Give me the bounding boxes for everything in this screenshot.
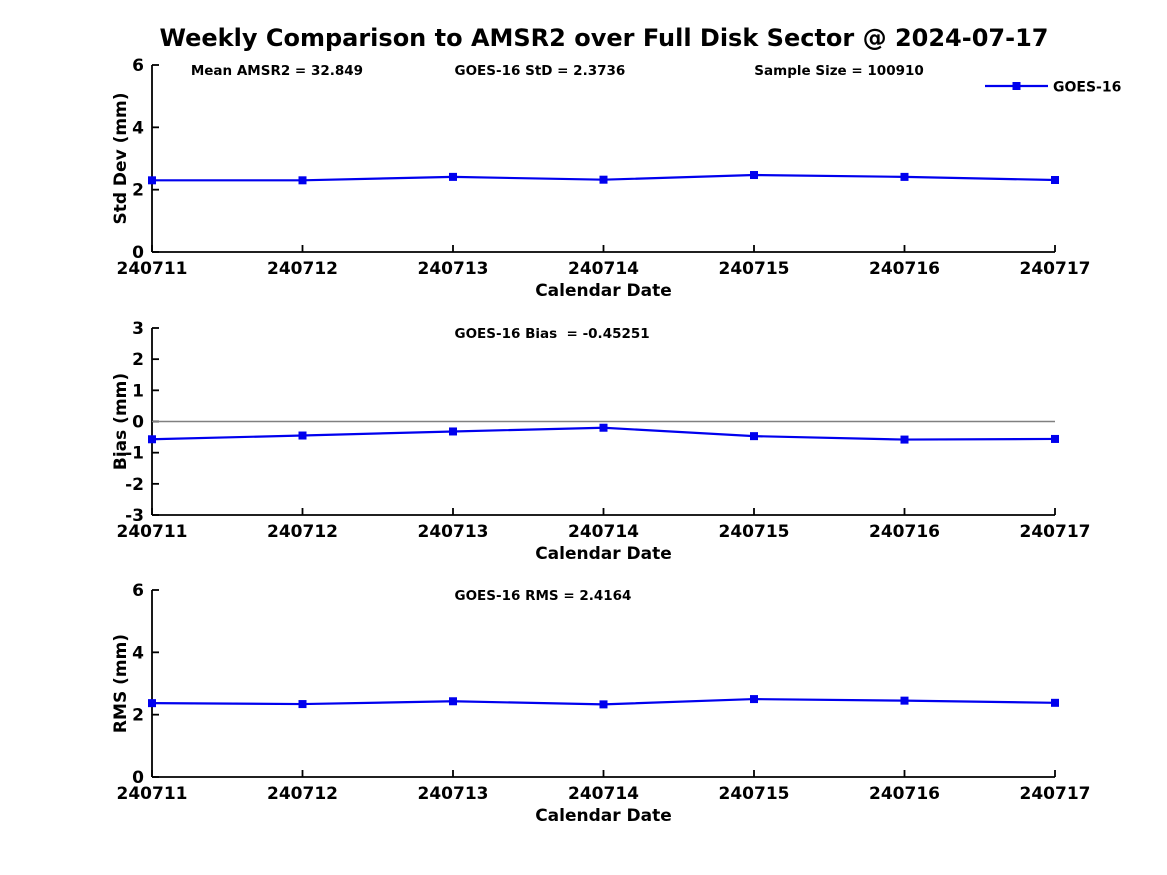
data-point-marker xyxy=(900,435,909,444)
data-point-marker xyxy=(148,435,156,444)
data-point-marker xyxy=(1051,176,1059,185)
subplot-std-dev: 0 2 4 6 240711 240712 240713 240714 240715 240716… xyxy=(111,56,1121,301)
subplot-bias: -3 -2 -1 0 1 2 3 240711 240712 240713 240714 240715… xyxy=(111,319,1090,564)
y-tick-label: 0 xyxy=(132,768,144,788)
x-tick-label: 240715 xyxy=(719,522,790,542)
legend-label: GOES-16 xyxy=(1053,80,1121,96)
axis-xlabel: Calendar Date xyxy=(535,544,672,564)
annotation: GOES-16 Bias = -0.45251 xyxy=(455,326,650,342)
annotation: Mean AMSR2 = 32.849 xyxy=(191,63,363,79)
y-tick-label: -3 xyxy=(125,506,144,526)
legend: GOES-16 xyxy=(985,80,1121,96)
data-point-marker xyxy=(750,171,758,180)
y-tick-label: -2 xyxy=(125,475,144,495)
data-point-marker xyxy=(599,700,608,709)
axis-xlabel: Calendar Date xyxy=(535,806,672,826)
legend-marker xyxy=(1012,82,1021,90)
chart-title: Weekly Comparison to AMSR2 over Full Dis… xyxy=(160,24,1049,52)
data-point-marker xyxy=(148,699,156,708)
x-tick-label: 240716 xyxy=(869,784,940,804)
y-tick-label: 0 xyxy=(132,243,144,263)
data-point-marker xyxy=(750,695,758,704)
x-tick-label: 240714 xyxy=(568,522,639,542)
axis-ylabel: Bias (mm) xyxy=(111,373,131,470)
y-tick-label: 2 xyxy=(132,181,144,201)
x-tick-label: 240715 xyxy=(719,784,790,804)
x-tick-label: 240717 xyxy=(1020,784,1091,804)
x-tick-label: 240711 xyxy=(117,522,188,542)
data-point-marker xyxy=(298,431,307,440)
data-point-marker xyxy=(449,697,457,706)
x-tick-label: 240717 xyxy=(1020,259,1091,279)
data-point-marker xyxy=(449,427,457,436)
annotation: GOES-16 StD = 2.3736 xyxy=(455,63,626,79)
x-tick-label: 240717 xyxy=(1020,522,1091,542)
x-tick-label: 240711 xyxy=(117,784,188,804)
subplot-rms: 0 2 4 6 240711 240712 240713 240714 240715 240716… xyxy=(111,581,1090,826)
data-point-marker xyxy=(148,176,156,185)
axis-ylabel: RMS (mm) xyxy=(111,634,131,733)
x-tick-label: 240716 xyxy=(869,522,940,542)
x-tick-label: 240712 xyxy=(267,522,338,542)
y-tick-label: 2 xyxy=(132,706,144,726)
x-tick-label: 240712 xyxy=(267,259,338,279)
annotation: Sample Size = 100910 xyxy=(754,63,923,79)
x-tick-label: 240713 xyxy=(418,522,489,542)
x-tick-label: 240711 xyxy=(117,259,188,279)
y-tick-label: 2 xyxy=(132,350,144,370)
y-tick-label: 3 xyxy=(132,319,144,339)
data-point-marker xyxy=(750,432,758,441)
data-point-marker xyxy=(900,172,909,181)
x-tick-label: 240713 xyxy=(418,784,489,804)
x-tick-label: 240712 xyxy=(267,784,338,804)
y-tick-label: 6 xyxy=(132,56,144,76)
y-tick-label: -1 xyxy=(125,444,144,464)
x-tick-label: 240715 xyxy=(719,259,790,279)
data-point-marker xyxy=(298,176,307,185)
data-point-marker xyxy=(599,175,608,184)
data-point-marker xyxy=(298,700,307,709)
annotation: GOES-16 RMS = 2.4164 xyxy=(455,588,632,604)
x-tick-label: 240714 xyxy=(568,259,639,279)
y-tick-label: 4 xyxy=(132,118,144,138)
data-point-marker xyxy=(1051,434,1059,443)
data-point-marker xyxy=(449,172,457,181)
data-point-marker xyxy=(1051,698,1059,707)
x-tick-label: 240716 xyxy=(869,259,940,279)
data-point-marker xyxy=(599,423,608,432)
x-tick-label: 240714 xyxy=(568,784,639,804)
axis-ylabel: Std Dev (mm) xyxy=(111,92,131,224)
y-tick-label: 1 xyxy=(132,381,144,401)
x-tick-label: 240713 xyxy=(418,259,489,279)
y-tick-label: 4 xyxy=(132,643,144,663)
y-tick-label: 6 xyxy=(132,581,144,601)
axis-xlabel: Calendar Date xyxy=(535,281,672,301)
subplots-group: 0 2 4 6 240711 240712 240713 240714 240715 240716… xyxy=(111,56,1121,826)
data-point-marker xyxy=(900,696,909,705)
y-tick-label: 0 xyxy=(132,413,144,433)
